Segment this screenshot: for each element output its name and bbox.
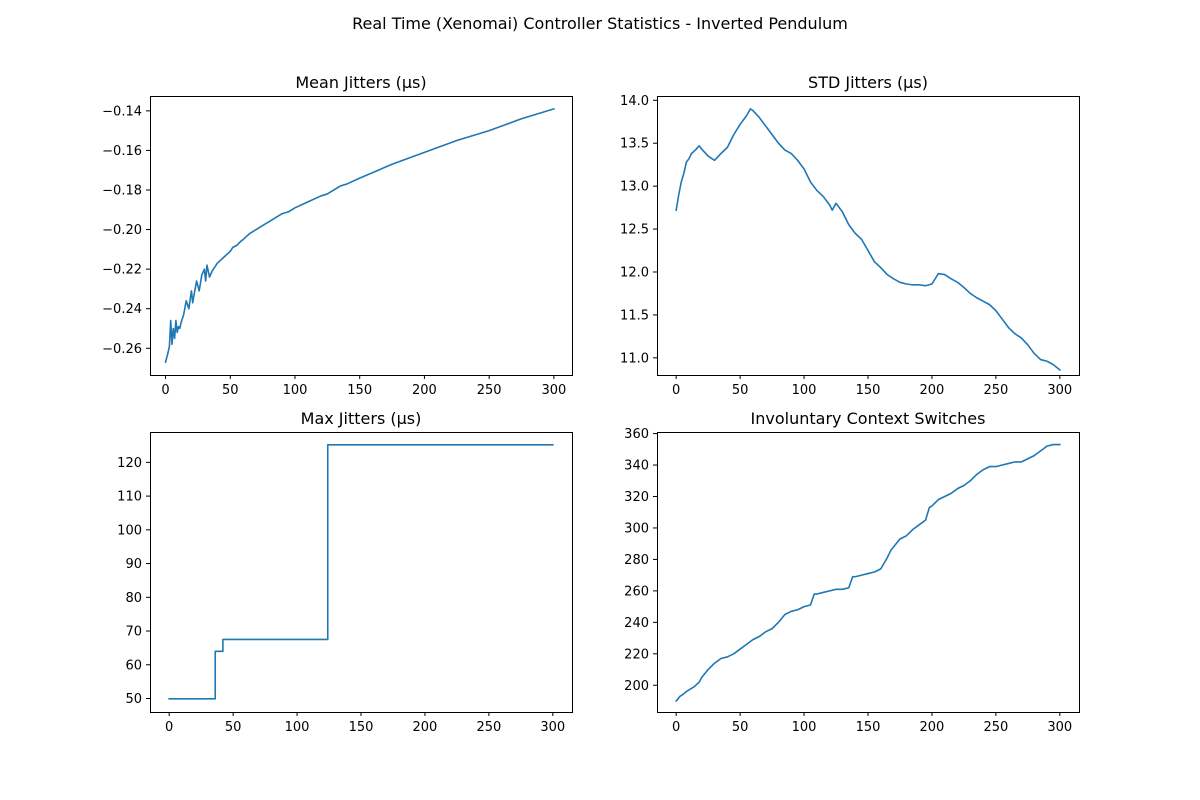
context-switches-ytick-label: 280 (624, 553, 649, 568)
max-jitters-ytick-label: 90 (125, 557, 142, 572)
context-switches-ytick-label: 220 (624, 647, 649, 662)
mean-jitters-ytick-label: −0.26 (102, 342, 142, 357)
std-jitters-xtick-label: 200 (920, 383, 945, 398)
max-jitters-ytick-label: 50 (125, 692, 142, 707)
std-jitters-axes: STD Jitters (µs) 0 50 100 150 200 250 300 11.0 11… (620, 73, 1080, 398)
mean-jitters-xtick-label: 300 (541, 383, 566, 398)
mean-jitters-axes: Mean Jitters (µs) 0 50 100 150 200 250 300 −0.26… (102, 73, 573, 398)
max-jitters-ytick-label: 110 (117, 490, 142, 505)
max-jitters-ytick-label: 60 (125, 658, 142, 673)
context-switches-series-line (675, 443, 1061, 703)
mean-jitters-title: Mean Jitters (µs) (295, 73, 426, 92)
std-jitters-series-line (675, 108, 1061, 371)
mean-jitters-ytick-label: −0.14 (102, 104, 142, 119)
mean-jitters-xtick-label: 150 (347, 383, 372, 398)
context-switches-xtick-label: 300 (1047, 720, 1072, 735)
mean-jitters-series-line (164, 107, 555, 364)
std-jitters-ytick-label: 13.5 (620, 137, 649, 152)
figure-suptitle: Real Time (Xenomai) Controller Statistic… (352, 14, 848, 33)
context-switches-ytick-label: 240 (624, 616, 649, 631)
mean-jitters-xtick-label: 200 (412, 383, 437, 398)
max-jitters-ytick-label: 70 (125, 625, 142, 640)
max-jitters-xtick-label: 150 (349, 720, 374, 735)
max-jitters-frame (150, 432, 573, 713)
context-switches-xtick-label: 200 (920, 720, 945, 735)
context-switches-ytick-label: 320 (624, 490, 649, 505)
max-jitters-xtick-label: 300 (540, 720, 565, 735)
context-switches-frame (657, 432, 1080, 713)
context-switches-xtick-label: 50 (732, 720, 749, 735)
max-jitters-ytick-label: 120 (117, 456, 142, 471)
std-jitters-ytick-label: 14.0 (620, 94, 649, 109)
max-jitters-axes: Max Jitters (µs) 0 50 100 150 200 250 300 50 60 70… (117, 409, 573, 735)
context-switches-xtick-label: 250 (983, 720, 1008, 735)
mean-jitters-ytick-label: −0.20 (102, 223, 142, 238)
std-jitters-ytick-label: 11.5 (620, 308, 649, 323)
mean-jitters-frame (150, 96, 573, 376)
std-jitters-title: STD Jitters (µs) (808, 73, 928, 92)
max-jitters-series-line (168, 444, 554, 700)
mean-jitters-ytick-label: −0.18 (102, 183, 142, 198)
max-jitters-xtick-label: 250 (476, 720, 501, 735)
mean-jitters-xtick-label: 0 (161, 383, 169, 398)
mean-jitters-ytick-label: −0.24 (102, 302, 142, 317)
mean-jitters-ytick-label: −0.16 (102, 144, 142, 159)
context-switches-ytick-label: 300 (624, 521, 649, 536)
std-jitters-ytick-label: 13.0 (620, 180, 649, 195)
max-jitters-xtick-label: 100 (285, 720, 310, 735)
context-switches-ytick-label: 360 (624, 427, 649, 442)
context-switches-xtick-label: 0 (672, 720, 680, 735)
std-jitters-xtick-label: 300 (1047, 383, 1072, 398)
max-jitters-title: Max Jitters (µs) (301, 409, 422, 428)
context-switches-ytick-label: 340 (624, 459, 649, 474)
max-jitters-xtick-label: 0 (165, 720, 173, 735)
mean-jitters-ytick-label: −0.22 (102, 263, 142, 278)
context-switches-xtick-label: 150 (856, 720, 881, 735)
context-switches-title: Involuntary Context Switches (751, 409, 986, 428)
max-jitters-ytick-label: 100 (117, 523, 142, 538)
max-jitters-xtick-label: 200 (413, 720, 438, 735)
std-jitters-ytick-label: 12.5 (620, 223, 649, 238)
axes-root: Mean Jitters (µs) 0 50 100 150 200 250 300 −0.26… (102, 73, 1080, 735)
context-switches-xtick-label: 100 (792, 720, 817, 735)
std-jitters-xtick-label: 0 (672, 383, 680, 398)
std-jitters-ytick-label: 11.0 (620, 351, 649, 366)
std-jitters-xtick-label: 250 (983, 383, 1008, 398)
max-jitters-xtick-label: 50 (225, 720, 242, 735)
mean-jitters-xtick-label: 250 (477, 383, 502, 398)
mean-jitters-xtick-label: 50 (222, 383, 239, 398)
context-switches-ytick-label: 200 (624, 679, 649, 694)
mean-jitters-xtick-label: 100 (283, 383, 308, 398)
context-switches-axes: Involuntary Context Switches 0 50 100 150 200… (624, 409, 1080, 735)
context-switches-ytick-label: 260 (624, 584, 649, 599)
std-jitters-xtick-label: 100 (792, 383, 817, 398)
std-jitters-xtick-label: 50 (732, 383, 749, 398)
std-jitters-xtick-label: 150 (856, 383, 881, 398)
std-jitters-ytick-label: 12.0 (620, 265, 649, 280)
max-jitters-ytick-label: 80 (125, 591, 142, 606)
